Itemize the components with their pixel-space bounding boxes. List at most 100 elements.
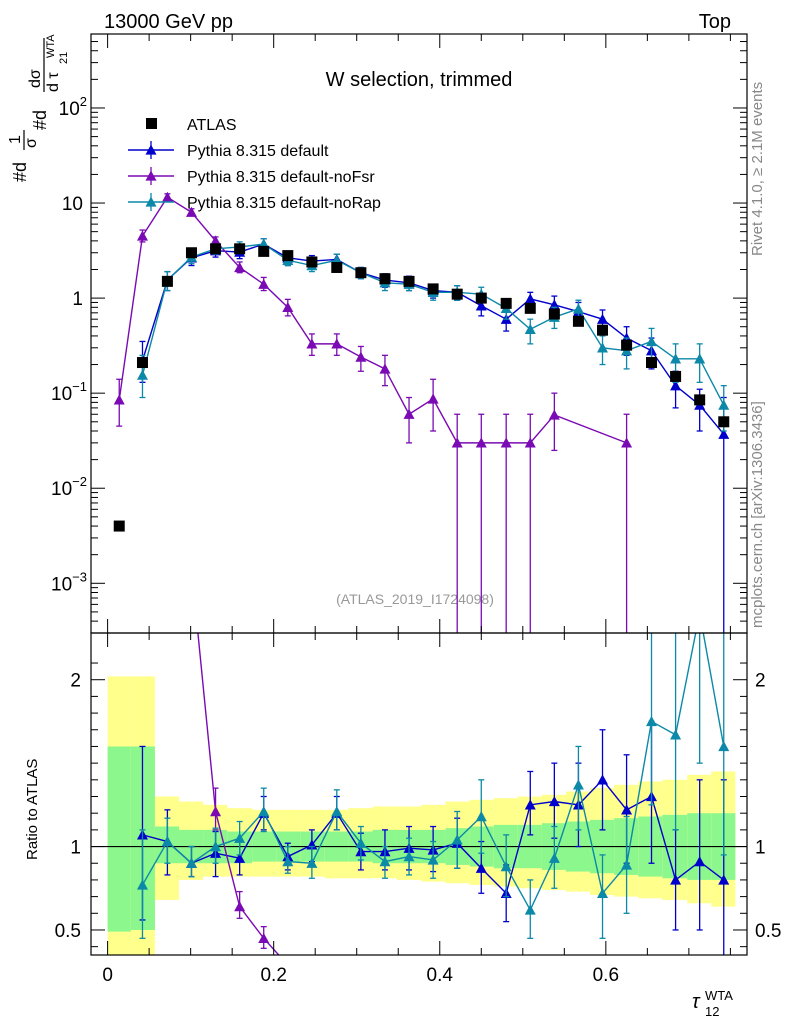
- svg-text:#d: #d: [30, 110, 50, 130]
- ratio-point-noFsr: [258, 932, 270, 943]
- ratio-point-noRap: [185, 857, 197, 868]
- x-axis-label: τ WTA 12: [692, 988, 733, 1019]
- data-point-noFsr: [331, 338, 343, 349]
- data-point-atlas: [234, 243, 246, 255]
- y-tick-label: 10−2: [51, 474, 87, 500]
- ratio-point-noRap: [524, 904, 536, 915]
- data-point-default: [670, 380, 682, 391]
- data-point-noFsr: [379, 363, 391, 374]
- data-point-atlas: [572, 315, 584, 327]
- data-point-atlas: [718, 416, 730, 428]
- data-point-atlas: [597, 324, 609, 336]
- ratio-point-default: [694, 856, 706, 867]
- ratio-point-default: [475, 862, 487, 873]
- process-label: Top: [699, 11, 731, 33]
- ratio-point-noRap: [403, 851, 415, 862]
- data-point-atlas: [548, 308, 560, 320]
- data-point-atlas: [161, 275, 173, 287]
- ratio-point-noRap: [136, 879, 148, 890]
- legend-marker-noRap: [145, 196, 157, 207]
- svg-text:dσ: dσ: [27, 69, 44, 88]
- legend-label-noFsr: Pythia 8.315 default-noFsr: [187, 169, 375, 186]
- data-point-atlas: [185, 247, 197, 259]
- data-point-default: [718, 428, 730, 439]
- svg-text:1: 1: [7, 135, 24, 144]
- data-point-atlas: [524, 302, 536, 314]
- ratio-tick-label: 1: [70, 838, 81, 859]
- band-inner: [107, 746, 131, 932]
- data-point-atlas: [136, 357, 148, 369]
- data-point-atlas: [451, 288, 463, 300]
- ratio-point-default: [597, 774, 609, 785]
- data-point-noRap: [646, 335, 658, 347]
- ratio-point-noRap: [161, 836, 173, 847]
- legend-marker-atlas: [146, 118, 157, 129]
- data-point-noRap: [597, 342, 609, 353]
- y-tick-label: 10−3: [51, 569, 87, 595]
- ratio-point-noRap: [234, 832, 246, 843]
- ratio-point-noRap: [331, 806, 343, 817]
- x-tick-label: 0.2: [260, 965, 286, 986]
- ratio-tick-label: 2: [755, 671, 766, 692]
- ratio-tick-label: 0.5: [55, 921, 81, 942]
- data-point-atlas: [210, 243, 222, 255]
- ratio-point-noRap: [621, 859, 633, 870]
- ratio-y-label: Ratio to ATLAS: [24, 759, 41, 860]
- data-point-noFsr: [161, 191, 173, 202]
- data-point-noRap: [694, 353, 706, 364]
- data-point-atlas: [646, 357, 658, 369]
- data-point-noFsr: [403, 408, 415, 419]
- data-point-noFsr: [306, 338, 318, 349]
- svg-text:21: 21: [58, 52, 70, 64]
- ratio-point-default: [234, 852, 246, 863]
- data-point-noFsr: [185, 206, 197, 217]
- ratio-point-noRap: [355, 837, 367, 848]
- x-tick-label: 0.6: [593, 965, 619, 986]
- x-tick-label: 0: [102, 965, 113, 986]
- ratio-point-noRap: [451, 834, 463, 845]
- series-line-noFsr: [118, 196, 627, 444]
- ratio-point-noRap: [646, 715, 658, 727]
- data-point-noFsr: [427, 393, 439, 404]
- y-tick-label: 10−1: [51, 379, 87, 405]
- ratio-point-noRap: [282, 856, 294, 867]
- svg-text:d τ: d τ: [45, 72, 62, 92]
- data-point-noFsr: [475, 437, 487, 448]
- ratio-point-noRap: [718, 740, 730, 752]
- ratio-point-noRap: [379, 856, 391, 867]
- svg-text:τ: τ: [692, 991, 701, 1013]
- ratio-point-noRap: [306, 857, 318, 868]
- data-point-atlas: [379, 273, 391, 285]
- data-point-noRap: [136, 369, 148, 380]
- data-point-noFsr: [500, 437, 512, 448]
- legend-marker-default: [145, 144, 157, 155]
- energy-label: 13000 GeV pp: [104, 11, 233, 33]
- data-point-noFsr: [136, 230, 148, 241]
- data-point-atlas: [403, 275, 415, 287]
- data-point-noRap: [670, 353, 682, 364]
- svg-text:σ: σ: [23, 138, 40, 148]
- data-point-atlas: [500, 297, 512, 309]
- ratio-point-noRap: [572, 779, 584, 790]
- data-point-atlas: [475, 292, 487, 304]
- ratio-point-noFsr: [210, 806, 222, 817]
- ratio-point-noRap: [475, 811, 487, 822]
- svg-text:12: 12: [705, 1004, 719, 1019]
- svg-text:WTA: WTA: [45, 34, 57, 58]
- data-point-noFsr: [621, 437, 633, 448]
- data-point-default: [475, 300, 487, 311]
- data-point-noFsr: [524, 437, 536, 448]
- data-point-atlas: [258, 245, 270, 257]
- legend-label-atlas: ATLAS: [187, 117, 237, 134]
- rivet-label: Rivet 4.1.0, ≥ 2.1M events: [749, 82, 766, 256]
- data-point-default: [597, 313, 609, 324]
- ratio-point-noRap: [427, 854, 439, 865]
- ratio-point-noRap: [548, 852, 560, 863]
- ratio-point-default: [670, 874, 682, 885]
- ratio-point-noRap: [258, 806, 270, 817]
- data-point-noFsr: [548, 409, 560, 420]
- data-point-atlas: [331, 261, 343, 273]
- ratio-point-noRap: [500, 861, 512, 872]
- data-point-noFsr: [113, 394, 125, 405]
